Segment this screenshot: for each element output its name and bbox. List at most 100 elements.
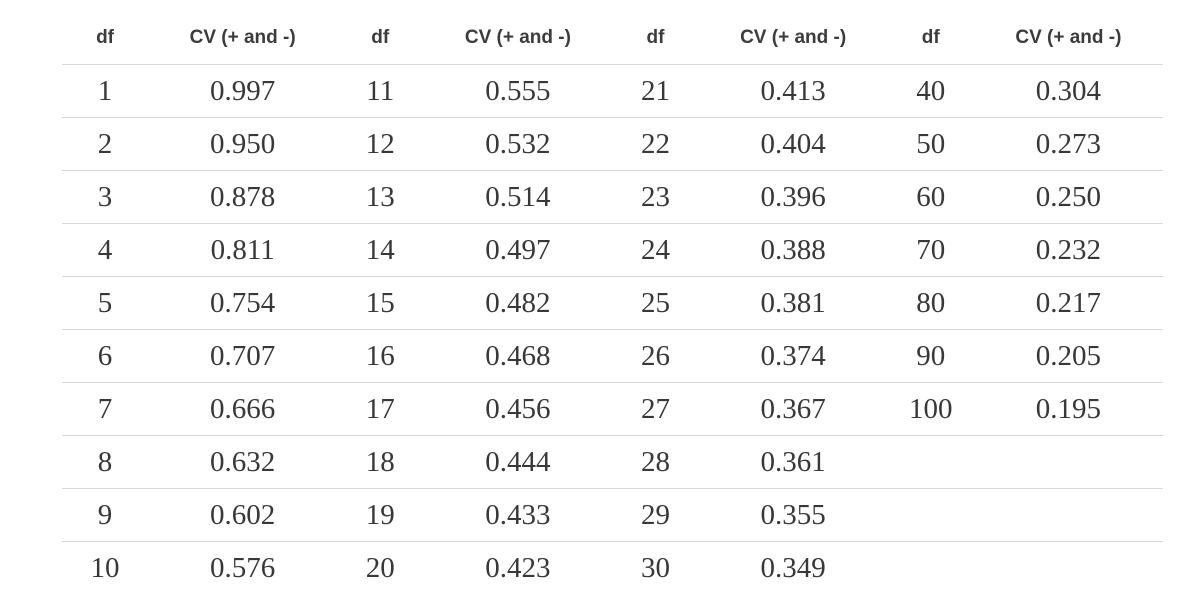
cv-cell: 0.555 — [423, 64, 613, 118]
cv-cell: 0.497 — [423, 223, 613, 277]
table-row: 6 0.707 16 0.468 26 0.374 90 0.205 — [62, 329, 1163, 383]
df-cell: 70 — [887, 223, 974, 277]
header-row: df CV (+ and -) df CV (+ and -) df CV (+ and … — [62, 0, 1163, 65]
df-cell: 4 — [62, 223, 149, 277]
cv-cell: 0.349 — [698, 541, 888, 594]
cv-cell: 0.404 — [698, 117, 888, 171]
cv-cell: 0.217 — [973, 276, 1163, 330]
cv-cell: 0.532 — [423, 117, 613, 171]
df-cell: 5 — [62, 276, 149, 330]
cv-cell: 0.205 — [973, 329, 1163, 383]
df-cell: 22 — [612, 117, 699, 171]
cv-column-header: CV (+ and -) — [423, 0, 613, 65]
cv-cell: 0.304 — [973, 64, 1163, 118]
cv-column-header: CV (+ and -) — [698, 0, 888, 65]
df-column-header: df — [62, 0, 149, 65]
df-cell: 50 — [887, 117, 974, 171]
cv-column-header: CV (+ and -) — [973, 0, 1163, 65]
df-cell: 28 — [612, 435, 699, 489]
critical-values-table-container: df CV (+ and -) df CV (+ and -) df CV (+ and … — [62, 0, 1163, 594]
cv-cell: 0.374 — [698, 329, 888, 383]
cv-cell: 0.950 — [148, 117, 338, 171]
df-column-header: df — [887, 0, 974, 65]
df-cell: 30 — [612, 541, 699, 594]
df-cell: 21 — [612, 64, 699, 118]
df-cell: 23 — [612, 170, 699, 224]
df-cell: 6 — [62, 329, 149, 383]
cv-cell: 0.250 — [973, 170, 1163, 224]
df-cell: 8 — [62, 435, 149, 489]
table-body: 1 0.997 11 0.555 21 0.413 40 0.304 2 0.950 12 0.532… — [62, 64, 1163, 594]
df-cell: 13 — [337, 170, 424, 224]
df-cell: 3 — [62, 170, 149, 224]
cv-cell: 0.632 — [148, 435, 338, 489]
df-cell: 25 — [612, 276, 699, 330]
df-cell: 9 — [62, 488, 149, 542]
table-row: 8 0.632 18 0.444 28 0.361 — [62, 435, 1163, 489]
df-cell: 17 — [337, 382, 424, 436]
table-row: 1 0.997 11 0.555 21 0.413 40 0.304 — [62, 64, 1163, 118]
cv-cell: 0.666 — [148, 382, 338, 436]
df-cell — [887, 488, 974, 542]
df-cell: 60 — [887, 170, 974, 224]
cv-column-header: CV (+ and -) — [148, 0, 338, 65]
df-cell: 90 — [887, 329, 974, 383]
critical-values-table: df CV (+ and -) df CV (+ and -) df CV (+ and … — [62, 0, 1163, 594]
cv-cell: 0.423 — [423, 541, 613, 594]
cv-cell: 0.355 — [698, 488, 888, 542]
df-cell: 2 — [62, 117, 149, 171]
df-column-header: df — [337, 0, 424, 65]
cv-cell: 0.413 — [698, 64, 888, 118]
cv-cell: 0.273 — [973, 117, 1163, 171]
cv-cell: 0.388 — [698, 223, 888, 277]
cv-cell: 0.468 — [423, 329, 613, 383]
cv-cell: 0.811 — [148, 223, 338, 277]
cv-cell: 0.707 — [148, 329, 338, 383]
cv-cell: 0.232 — [973, 223, 1163, 277]
cv-cell — [973, 435, 1163, 489]
cv-cell — [973, 488, 1163, 542]
table-row: 10 0.576 20 0.423 30 0.349 — [62, 541, 1163, 594]
cv-cell: 0.997 — [148, 64, 338, 118]
cv-cell: 0.602 — [148, 488, 338, 542]
table-row: 3 0.878 13 0.514 23 0.396 60 0.250 — [62, 170, 1163, 224]
df-cell: 26 — [612, 329, 699, 383]
df-cell: 18 — [337, 435, 424, 489]
df-cell: 16 — [337, 329, 424, 383]
cv-cell: 0.754 — [148, 276, 338, 330]
df-cell: 19 — [337, 488, 424, 542]
df-cell: 29 — [612, 488, 699, 542]
cv-cell: 0.433 — [423, 488, 613, 542]
cv-cell: 0.381 — [698, 276, 888, 330]
table-row: 9 0.602 19 0.433 29 0.355 — [62, 488, 1163, 542]
df-cell: 12 — [337, 117, 424, 171]
df-cell: 11 — [337, 64, 424, 118]
cv-cell: 0.576 — [148, 541, 338, 594]
df-cell: 1 — [62, 64, 149, 118]
df-cell: 10 — [62, 541, 149, 594]
table-row: 5 0.754 15 0.482 25 0.381 80 0.217 — [62, 276, 1163, 330]
df-cell: 15 — [337, 276, 424, 330]
df-cell: 24 — [612, 223, 699, 277]
cv-cell: 0.396 — [698, 170, 888, 224]
table-row: 7 0.666 17 0.456 27 0.367 100 0.195 — [62, 382, 1163, 436]
cv-cell: 0.444 — [423, 435, 613, 489]
cv-cell: 0.878 — [148, 170, 338, 224]
df-cell: 20 — [337, 541, 424, 594]
cv-cell: 0.482 — [423, 276, 613, 330]
df-cell: 7 — [62, 382, 149, 436]
df-cell: 27 — [612, 382, 699, 436]
df-cell: 100 — [887, 382, 974, 436]
table-row: 2 0.950 12 0.532 22 0.404 50 0.273 — [62, 117, 1163, 171]
df-cell — [887, 435, 974, 489]
cv-cell — [973, 541, 1163, 594]
cv-cell: 0.195 — [973, 382, 1163, 436]
df-cell: 14 — [337, 223, 424, 277]
cv-cell: 0.456 — [423, 382, 613, 436]
table-row: 4 0.811 14 0.497 24 0.388 70 0.232 — [62, 223, 1163, 277]
df-cell: 80 — [887, 276, 974, 330]
cv-cell: 0.514 — [423, 170, 613, 224]
df-column-header: df — [612, 0, 699, 65]
table-header: df CV (+ and -) df CV (+ and -) df CV (+ and … — [62, 0, 1163, 65]
cv-cell: 0.367 — [698, 382, 888, 436]
